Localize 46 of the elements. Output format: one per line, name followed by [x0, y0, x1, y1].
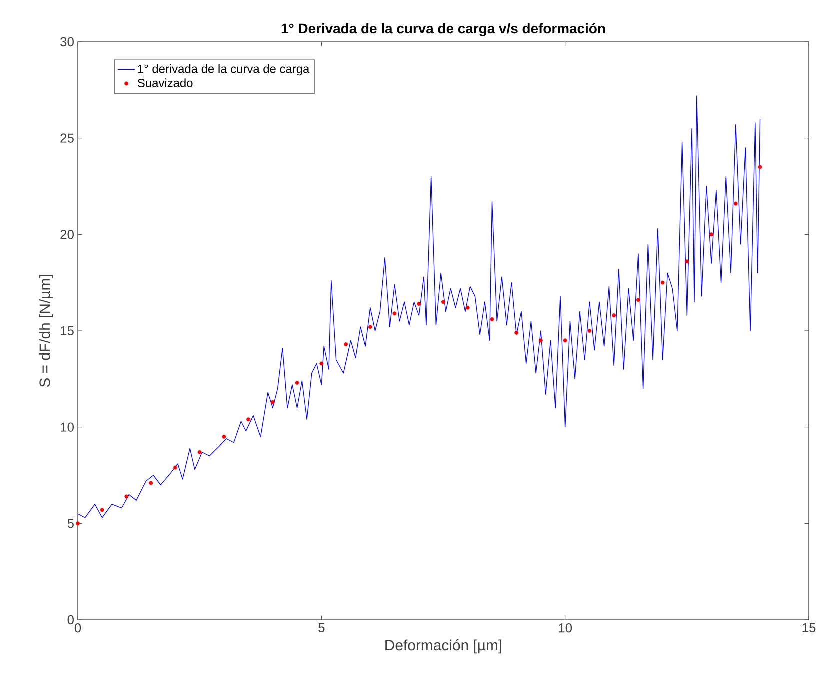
- point: [100, 508, 104, 512]
- legend-label: Suavizado: [138, 78, 193, 88]
- point: [149, 481, 154, 486]
- legend-label: 1° derivada de la curva de carga: [138, 64, 310, 76]
- point: [563, 338, 568, 343]
- x-tick-label: 15: [802, 624, 816, 633]
- x-tick-label: 10: [559, 624, 572, 633]
- point: [612, 314, 616, 318]
- point: [538, 338, 543, 343]
- point: [734, 202, 738, 206]
- point: [222, 434, 226, 439]
- point: [685, 260, 690, 264]
- point: [295, 381, 300, 386]
- y-tick-label: 20: [60, 230, 74, 240]
- point: [442, 300, 446, 304]
- line-series: [78, 96, 761, 518]
- point: [636, 298, 640, 302]
- y-tick-label: 15: [61, 326, 74, 336]
- point: [588, 329, 592, 333]
- point: [490, 317, 494, 322]
- point: [514, 330, 519, 335]
- x-axis-title: Deformación [µm]: [386, 640, 502, 654]
- point: [124, 494, 129, 499]
- y-tick-label: 25: [60, 134, 74, 143]
- y-tick-label: 30: [60, 37, 74, 47]
- y-tick-label: 10: [61, 422, 74, 432]
- y-axis-title: S = dF/dh [N/µm]: [39, 275, 54, 388]
- x-tick-label: 5: [318, 624, 325, 633]
- y-tick-label: 0: [68, 615, 74, 625]
- point: [246, 418, 251, 422]
- point: [320, 362, 324, 366]
- chart-title: 1° Derivada de la curva de carga v/s deformación: [282, 23, 606, 36]
- point: [198, 450, 202, 454]
- point: [173, 466, 178, 470]
- point: [344, 342, 348, 346]
- point: [76, 522, 80, 526]
- point: [710, 232, 714, 237]
- point: [758, 165, 762, 170]
- point: [392, 312, 397, 316]
- x-tick-label: 0: [74, 624, 82, 633]
- point: [417, 302, 422, 306]
- point: [466, 306, 470, 310]
- point: [368, 325, 372, 330]
- y-tick-label: 5: [68, 519, 74, 528]
- point: [660, 280, 665, 285]
- point: [270, 400, 275, 404]
